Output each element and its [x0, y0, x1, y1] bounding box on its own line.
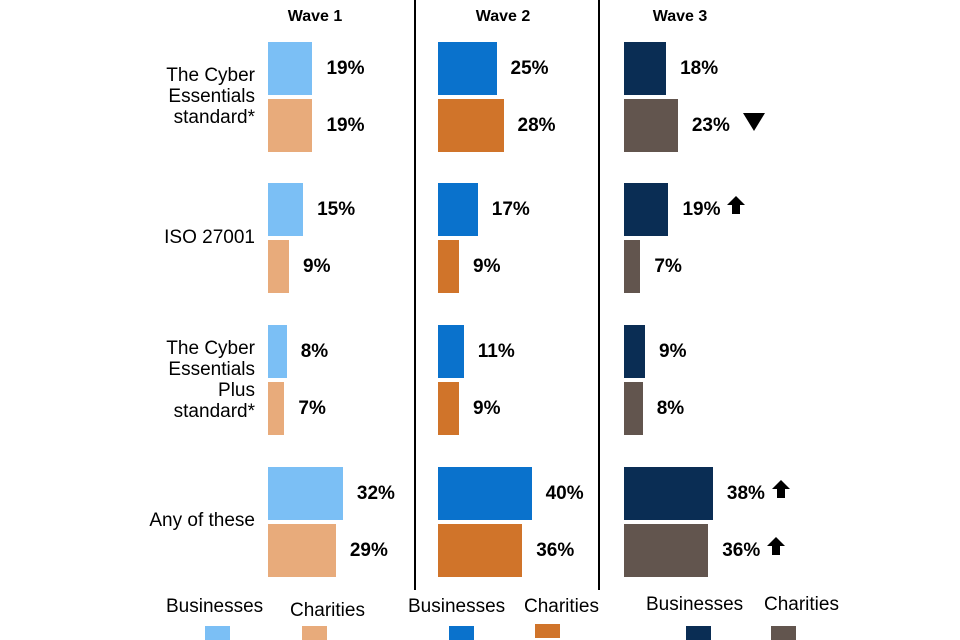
wave-divider: [598, 0, 600, 590]
value-label: 36%: [722, 524, 786, 577]
wave-title: Wave 2: [475, 8, 531, 25]
wave-title: Wave 1: [287, 8, 343, 25]
value-label: 18%: [680, 42, 718, 95]
category-label: Any of these: [149, 509, 255, 531]
businesses-bar: [438, 325, 464, 378]
category-label: The Cyber Essentials standard*: [166, 64, 255, 128]
value-label: 32%: [357, 467, 395, 520]
businesses-bar: [268, 183, 304, 236]
legend-swatch-charities: [771, 626, 796, 640]
legend-swatch-businesses: [686, 626, 711, 640]
businesses-bar: [624, 325, 646, 378]
value-label: 9%: [473, 382, 500, 435]
value-label: 36%: [536, 524, 574, 577]
value-label: 29%: [350, 524, 388, 577]
value-text: 23%: [691, 115, 730, 136]
value-text: 11%: [477, 341, 515, 362]
arrow-up-icon: [726, 183, 746, 236]
value-label: 9%: [303, 240, 330, 293]
arrow-up-icon: [771, 467, 791, 520]
legend-label-charities: Charities: [524, 596, 599, 617]
value-label: 7%: [298, 382, 325, 435]
businesses-bar: [438, 183, 478, 236]
value-text: 25%: [510, 58, 549, 79]
value-label: 8%: [657, 382, 684, 435]
category-label: ISO 27001: [164, 226, 255, 248]
value-text: 8%: [656, 398, 685, 419]
charities-bar: [268, 524, 336, 577]
value-label: 19%: [682, 183, 746, 236]
value-text: 29%: [349, 540, 388, 561]
charities-bar: [624, 382, 643, 435]
businesses-bar: [438, 467, 532, 520]
value-text: 15%: [317, 199, 356, 220]
businesses-bar: [438, 42, 497, 95]
value-label: 25%: [511, 42, 549, 95]
value-text: 7%: [298, 398, 326, 419]
value-label: 9%: [473, 240, 500, 293]
charities-bar: [438, 99, 504, 152]
legend-swatch-businesses: [449, 626, 474, 640]
value-label: 9%: [659, 325, 686, 378]
businesses-bar: [624, 183, 669, 236]
value-text: 7%: [654, 256, 682, 277]
legend-swatch-charities: [302, 626, 327, 640]
value-text: 9%: [303, 256, 331, 277]
value-text: 38%: [726, 483, 765, 504]
value-label: 8%: [301, 325, 328, 378]
wave-title: Wave 3: [652, 8, 708, 25]
value-label: 17%: [492, 183, 530, 236]
value-text: 9%: [473, 398, 501, 419]
value-text: 19%: [326, 115, 365, 136]
value-text: 17%: [491, 199, 530, 220]
triangle-down-icon: [742, 99, 766, 152]
value-text: 32%: [356, 483, 395, 504]
value-text: 28%: [517, 115, 556, 136]
value-label: 15%: [317, 183, 355, 236]
charities-bar: [624, 524, 709, 577]
legend-swatch-businesses: [205, 626, 230, 640]
charities-bar: [268, 240, 290, 293]
legend-swatch-charities: [535, 624, 560, 638]
value-text: 18%: [680, 58, 719, 79]
legend-label-businesses: Businesses: [408, 596, 506, 617]
businesses-bar: [268, 42, 313, 95]
charities-bar: [438, 240, 460, 293]
value-text: 19%: [682, 199, 721, 220]
legend-label-charities: Charities: [764, 594, 839, 615]
value-text: 9%: [473, 256, 501, 277]
charities-bar: [438, 524, 523, 577]
charities-bar: [438, 382, 460, 435]
businesses-bar: [624, 467, 713, 520]
charities-bar: [268, 99, 313, 152]
value-label: 19%: [326, 42, 364, 95]
value-text: 36%: [536, 540, 575, 561]
category-label: The Cyber Essentials Plus standard*: [166, 338, 255, 422]
value-text: 40%: [545, 483, 584, 504]
value-label: 23%: [692, 99, 766, 152]
legend-label-businesses: Businesses: [646, 594, 744, 615]
wave-divider: [414, 0, 416, 590]
value-text: 8%: [300, 341, 329, 362]
value-label: 19%: [326, 99, 364, 152]
value-text: 9%: [659, 341, 687, 362]
legend-label-charities: Charities: [290, 600, 365, 621]
businesses-bar: [624, 42, 667, 95]
charities-bar: [624, 240, 641, 293]
charities-bar: [268, 382, 285, 435]
value-text: 19%: [326, 58, 365, 79]
value-label: 28%: [518, 99, 556, 152]
businesses-bar: [268, 467, 343, 520]
value-label: 38%: [727, 467, 791, 520]
legend-label-businesses: Businesses: [166, 596, 264, 617]
value-label: 11%: [478, 325, 515, 378]
value-text: 36%: [722, 540, 761, 561]
arrow-up-icon: [766, 524, 786, 577]
charities-bar: [624, 99, 678, 152]
value-label: 40%: [546, 467, 584, 520]
value-label: 7%: [654, 240, 681, 293]
businesses-bar: [268, 325, 287, 378]
